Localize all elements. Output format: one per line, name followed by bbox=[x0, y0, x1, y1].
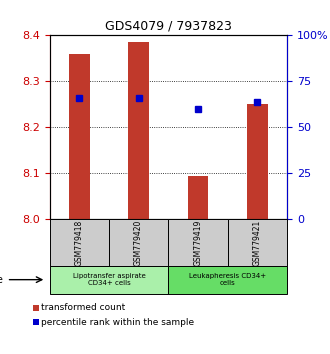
Bar bbox=[69, 54, 90, 219]
Text: percentile rank within the sample: percentile rank within the sample bbox=[41, 318, 194, 327]
Text: GSM779418: GSM779418 bbox=[75, 219, 84, 266]
Text: Leukapheresis CD34+
cells: Leukapheresis CD34+ cells bbox=[189, 273, 266, 286]
Bar bbox=[128, 42, 149, 219]
Title: GDS4079 / 7937823: GDS4079 / 7937823 bbox=[105, 20, 232, 33]
Text: transformed count: transformed count bbox=[41, 303, 125, 313]
Text: GSM779420: GSM779420 bbox=[134, 219, 143, 266]
Text: Lipotransfer aspirate
CD34+ cells: Lipotransfer aspirate CD34+ cells bbox=[73, 273, 145, 286]
Bar bbox=[247, 104, 268, 219]
Text: cell type: cell type bbox=[0, 275, 3, 285]
Text: GSM779419: GSM779419 bbox=[193, 219, 203, 266]
Bar bbox=[187, 176, 209, 219]
Text: GSM779421: GSM779421 bbox=[253, 219, 262, 266]
